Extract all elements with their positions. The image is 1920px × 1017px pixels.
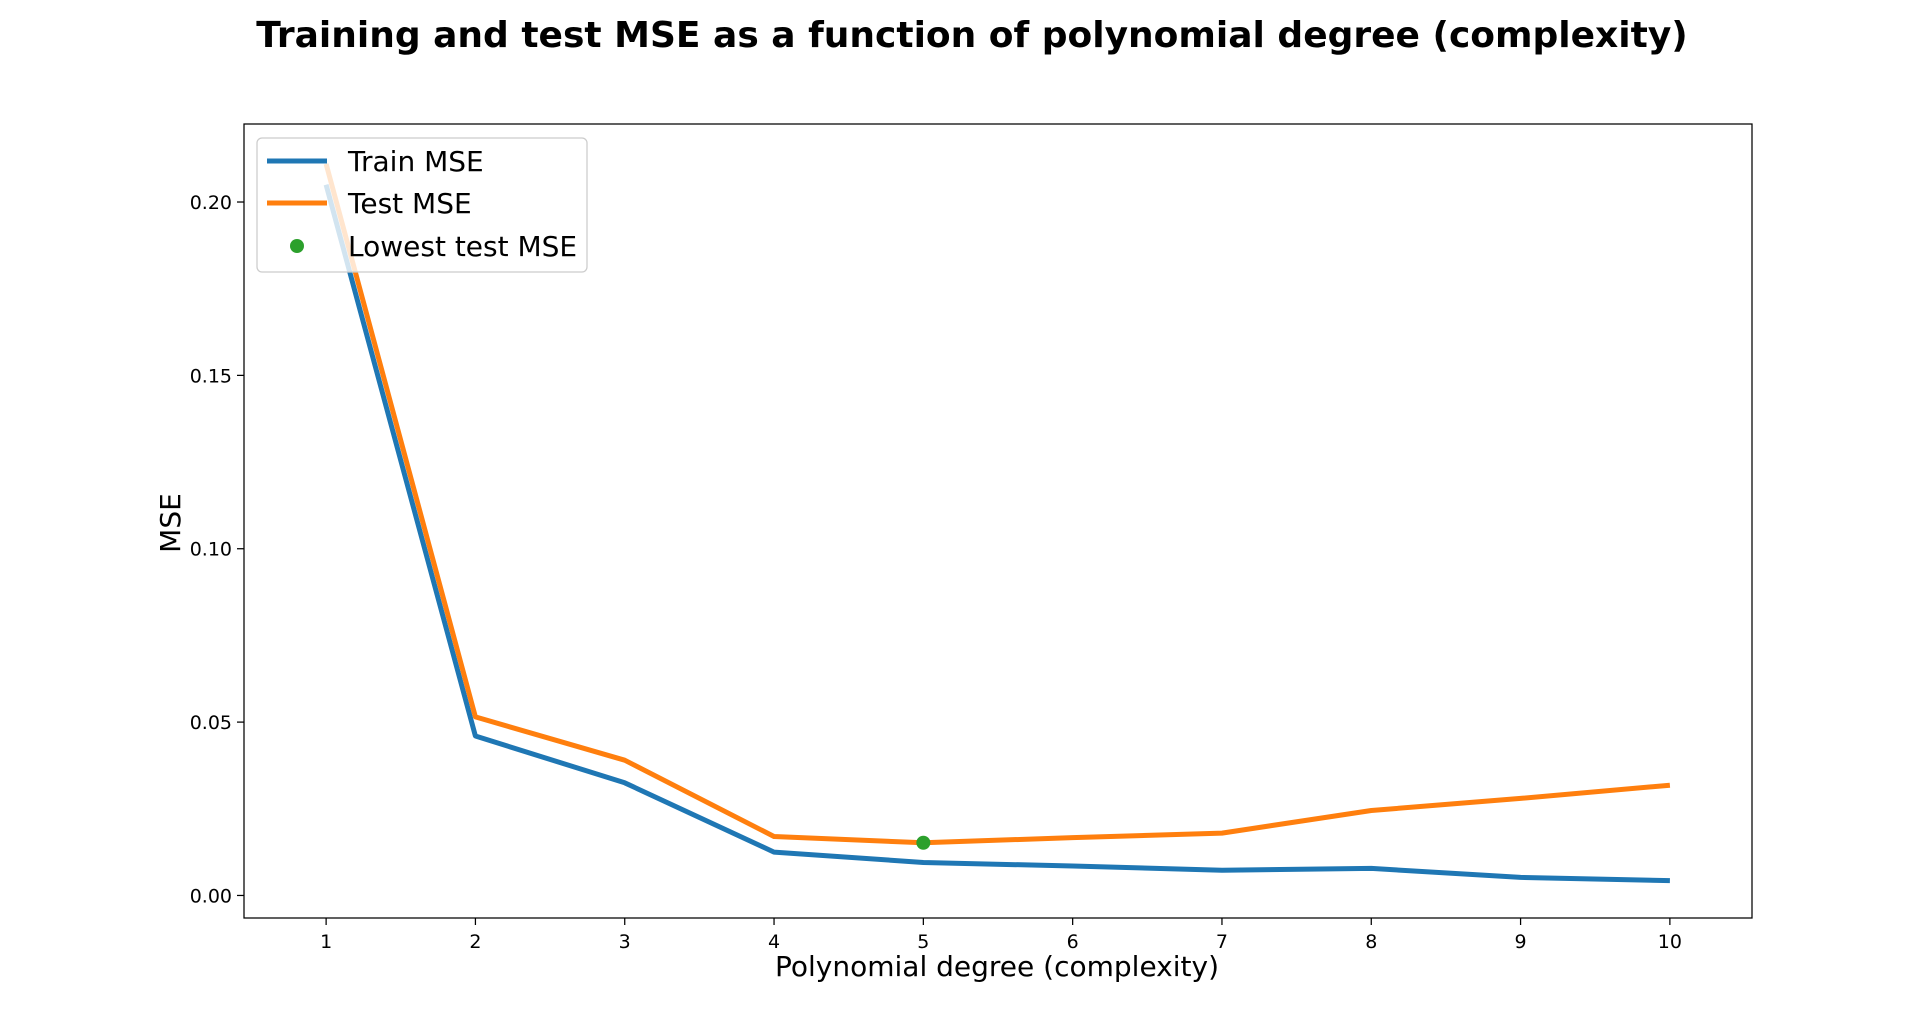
legend: Train MSE Test MSE Lowest test MSE: [256, 137, 588, 273]
plot-frame: [243, 123, 1753, 919]
x-tick-label: 1: [320, 931, 332, 953]
legend-entry-lowest-test-mse-label: Lowest test MSE: [348, 230, 577, 263]
plot-area: 1 2 3 4 5 6 7 8 9 10 0.00 0.05 0.10 0.15 0.20 Train MSE…: [190, 123, 1753, 953]
y-axis-label: MSE: [154, 493, 187, 553]
y-tick-label: 0.15: [190, 365, 232, 387]
y-tick-label: 0.10: [190, 539, 232, 561]
y-tick-label: 0.05: [190, 712, 232, 734]
legend-entry-train-mse-label: Train MSE: [347, 145, 484, 178]
series-line-train-mse: [323, 184, 1670, 884]
series-line-test-mse: [323, 163, 1671, 846]
y-tick-label: 0.20: [190, 192, 232, 214]
x-tick-label: 3: [619, 931, 631, 953]
x-axis-label: Polynomial degree (complexity): [775, 950, 1219, 983]
legend-entry-lowest-test-mse-swatch: [290, 239, 304, 253]
x-tick-label: 5: [917, 931, 929, 953]
legend-entry-test-mse-label: Test MSE: [347, 187, 472, 220]
x-tick-label: 4: [768, 931, 780, 953]
legend-box: [256, 137, 588, 273]
x-tick-label: 8: [1365, 931, 1377, 953]
x-tick-label: 10: [1658, 931, 1682, 953]
chart-title: Training and test MSE as a function of p…: [256, 15, 1688, 56]
x-tick-label: 2: [469, 931, 481, 953]
y-tick-label: 0.00: [190, 885, 232, 907]
x-tick-label: 9: [1515, 931, 1527, 953]
x-tick-label: 6: [1067, 931, 1079, 953]
lowest-test-mse-point: [916, 835, 931, 850]
x-tick-label: 7: [1216, 931, 1228, 953]
